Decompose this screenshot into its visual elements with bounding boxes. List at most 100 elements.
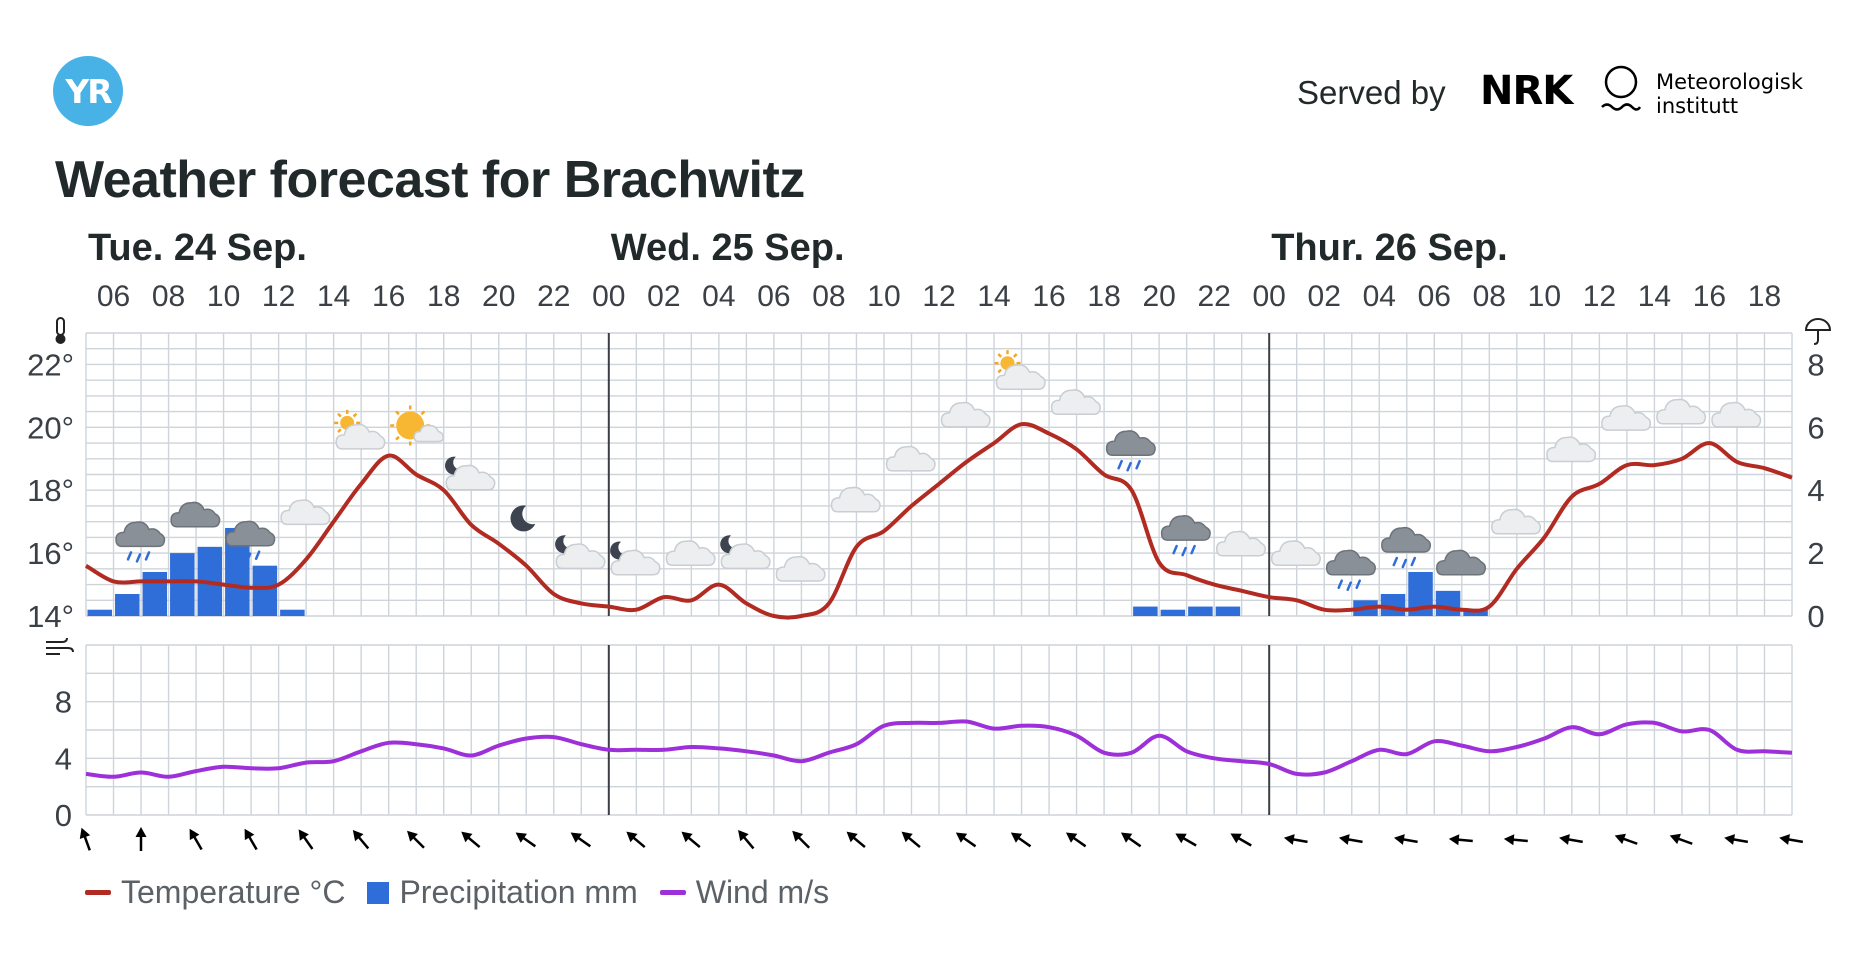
arrow-head <box>955 832 968 843</box>
legend-precipitation: Precipitation mm <box>367 874 638 911</box>
umbrella-handle <box>1813 330 1819 345</box>
precipitation-bar <box>87 609 113 616</box>
day-label: Thur. 26 Sep. <box>1271 227 1508 269</box>
arrow-head <box>1724 834 1736 845</box>
cloud-shape <box>225 520 276 547</box>
cloud-shape <box>830 486 881 513</box>
rain-drop <box>1410 556 1417 567</box>
arrow-head <box>135 827 147 837</box>
arrow-head <box>1230 833 1242 844</box>
arrow-head <box>244 828 255 841</box>
cloud-shape <box>665 540 716 567</box>
wind-direction-arrow <box>135 827 147 851</box>
arrow-head <box>1393 834 1405 845</box>
wind-direction-arrow <box>244 828 258 851</box>
wind-direction-arrow <box>1614 833 1638 845</box>
wind-direction-arrow <box>1503 834 1528 846</box>
cloud-icon <box>1270 540 1321 567</box>
arrow-head <box>570 832 582 843</box>
moon-cloud-icon <box>720 535 771 570</box>
hour-tick-label: 12 <box>1583 280 1616 313</box>
arrow-head <box>1283 834 1295 845</box>
rain-drop <box>1126 461 1132 472</box>
cloud-shape <box>1381 526 1432 553</box>
wind-direction-arrow <box>792 830 811 849</box>
legend-wind: Wind m/s <box>659 874 830 911</box>
hour-tick-label: 06 <box>1418 280 1451 313</box>
thermometer-icon <box>55 317 66 344</box>
hour-tick-label: 18 <box>1748 280 1781 313</box>
arrow-head <box>1065 832 1078 843</box>
cloud-shape <box>445 464 496 491</box>
legend-temperature-label: Temperature °C <box>121 874 346 910</box>
hour-tick-label: 20 <box>1142 280 1175 313</box>
hour-tick-label: 12 <box>922 280 955 313</box>
wind-direction-arrow <box>1779 834 1804 845</box>
yr-logo[interactable]: YR <box>53 56 123 126</box>
arrow-head <box>79 827 91 840</box>
arrow-head <box>189 828 200 841</box>
met-institute-logo[interactable]: Meteorologisk institutt <box>1656 70 1803 118</box>
precipitation-bar <box>1188 606 1213 616</box>
cloud-icon <box>280 499 331 526</box>
wind-direction-arrow <box>1010 832 1032 848</box>
legend-temperature: Temperature °C <box>85 874 345 911</box>
arrow-head <box>461 831 473 843</box>
sun-ray <box>997 368 1003 374</box>
met-institute-logo-icon <box>1601 65 1642 111</box>
sun-ray <box>352 412 358 418</box>
rain-drop <box>1401 558 1408 569</box>
cloud-icon <box>830 486 881 513</box>
hour-tick-label: 06 <box>757 280 790 313</box>
precipitation-bar <box>1463 609 1488 616</box>
hour-tick-label: 08 <box>1473 280 1506 313</box>
arrow-head <box>298 829 309 841</box>
hour-tick-label: 00 <box>592 280 625 313</box>
hour-tick-label: 04 <box>702 280 735 313</box>
arrow-head <box>1559 834 1570 845</box>
hour-tick-label: 14 <box>977 280 1010 313</box>
precipitation-bar <box>1133 606 1158 616</box>
met-line2: institutt <box>1656 94 1739 118</box>
thermometer-tube <box>56 317 65 336</box>
wind-direction-arrow <box>298 829 314 850</box>
cloud-icon <box>1601 405 1652 431</box>
arrow-head <box>1448 834 1460 846</box>
hour-tick-label: 14 <box>317 280 350 313</box>
partly-sunny-icon <box>994 350 1046 390</box>
wind-direction-arrow <box>1230 833 1252 847</box>
nrk-logo[interactable]: NRK <box>1480 68 1573 114</box>
moon-shape <box>510 505 536 532</box>
page-title: Weather forecast for Brachwitz <box>55 151 805 209</box>
precipitation-bar <box>1435 590 1461 616</box>
wind-icon <box>46 637 74 655</box>
cloud-shape <box>555 543 606 570</box>
hour-tick-label: 10 <box>1528 280 1561 313</box>
cloud-shape <box>1270 540 1321 567</box>
legend-wind-label: Wind m/s <box>695 874 830 910</box>
hour-tick-label: 08 <box>812 280 845 313</box>
cloud-shape <box>1491 508 1542 535</box>
umbrella-icon <box>1804 318 1832 345</box>
cloud-shape <box>170 501 221 528</box>
cloud-shape <box>1105 430 1156 456</box>
legend-wind-swatch <box>659 890 686 895</box>
hour-tick-label: 02 <box>647 280 680 313</box>
rain-drop <box>1181 546 1187 557</box>
precipitation-bar <box>142 571 168 616</box>
sun-ray <box>1012 353 1018 358</box>
arrow-head <box>792 830 804 842</box>
wind-direction-arrow <box>1338 834 1363 845</box>
wind-grid <box>85 644 1793 816</box>
wind-tick-label: 0 <box>55 798 72 833</box>
legend-temperature-swatch <box>85 890 111 895</box>
umbrella-canopy <box>1804 318 1832 331</box>
wind-direction-arrow <box>846 831 866 849</box>
legend-precipitation-label: Precipitation mm <box>399 874 638 910</box>
arrow-head <box>1338 834 1350 845</box>
wind-direction-arrow <box>681 831 701 849</box>
arrow-head <box>1503 834 1515 846</box>
hour-tick-label: 16 <box>1032 280 1065 313</box>
sun-ray <box>395 435 400 441</box>
arrow-head <box>846 831 858 843</box>
